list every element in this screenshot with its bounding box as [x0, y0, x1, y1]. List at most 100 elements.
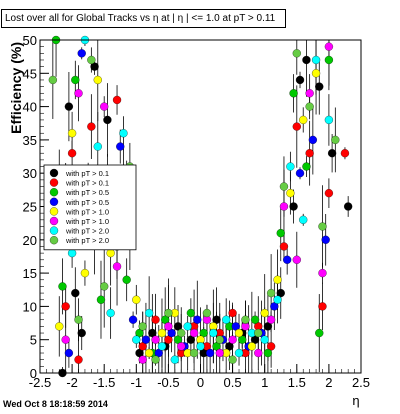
data-point: [260, 308, 269, 318]
data-point: [247, 342, 257, 351]
data-point: [164, 335, 173, 344]
data-point: [106, 308, 115, 318]
data-point: [276, 228, 285, 238]
data-point: [266, 342, 276, 351]
legend-marker: [49, 236, 59, 245]
data-point: [270, 302, 279, 311]
legend-marker: [49, 188, 59, 197]
data-point: [289, 89, 298, 98]
data-point: [228, 355, 237, 364]
data-point: [112, 262, 122, 271]
data-point: [305, 102, 314, 111]
data-point: [250, 335, 260, 344]
legend-label: with pT > 2.0: [65, 236, 109, 245]
legend-marker: [49, 168, 59, 178]
x-tick-label: 1: [261, 375, 268, 390]
y-tick-label: 15: [23, 266, 37, 281]
data-point: [148, 328, 157, 338]
data-point: [100, 282, 109, 291]
data-point: [318, 268, 327, 278]
data-point: [167, 328, 176, 338]
data-point: [189, 328, 199, 338]
data-point: [80, 268, 90, 278]
x-tick-label: -1: [131, 375, 143, 390]
legend-box: [43, 164, 137, 251]
data-point: [71, 288, 80, 298]
y-tick-label: 0: [30, 366, 37, 381]
data-point: [141, 335, 151, 344]
data-point: [183, 322, 192, 331]
data-point: [74, 315, 83, 324]
data-point: [135, 328, 144, 338]
data-point: [234, 328, 244, 338]
data-point: [327, 149, 337, 158]
data-point: [308, 135, 318, 145]
data-point: [173, 335, 183, 344]
data-point: [58, 282, 67, 291]
legend-label: with pT > 2.0: [65, 227, 109, 236]
data-point: [324, 189, 334, 198]
data-point: [225, 342, 234, 351]
data-point: [292, 122, 301, 131]
data-point: [173, 322, 183, 331]
data-point: [71, 75, 80, 85]
data-point: [132, 335, 141, 344]
data-point: [318, 222, 327, 231]
data-point: [128, 315, 138, 324]
data-point: [286, 162, 295, 171]
data-point: [315, 328, 324, 338]
data-point: [186, 308, 196, 318]
x-axis-label: η: [352, 393, 359, 408]
legend-label: with pT > 0.5: [65, 188, 109, 197]
data-point: [122, 275, 131, 284]
data-point: [318, 302, 327, 311]
data-point: [87, 55, 96, 65]
data-point: [279, 242, 289, 251]
data-point: [90, 62, 99, 71]
data-point: [189, 348, 199, 358]
data-point: [279, 202, 289, 211]
data-point: [238, 335, 247, 344]
data-point: [186, 335, 196, 344]
data-point: [273, 275, 282, 284]
data-point: [100, 102, 109, 111]
y-tick-label: 50: [23, 33, 37, 48]
data-point: [112, 95, 122, 105]
data-point: [279, 182, 289, 191]
data-point: [234, 348, 244, 358]
data-point: [132, 295, 141, 304]
data-point: [260, 335, 269, 344]
data-point: [116, 142, 125, 151]
legend-marker: [49, 197, 59, 206]
data-point: [283, 255, 292, 264]
data-point: [193, 315, 202, 324]
data-point: [151, 355, 160, 364]
data-point: [144, 308, 154, 318]
data-point: [228, 335, 237, 344]
legend-label: with pT > 1.0: [65, 217, 109, 226]
y-tick-label: 40: [23, 100, 37, 115]
data-point: [77, 328, 86, 338]
data-point: [135, 348, 144, 358]
data-point: [177, 328, 186, 338]
data-point: [311, 69, 321, 78]
data-point: [266, 315, 276, 324]
x-tick-label: 2: [325, 375, 332, 390]
data-point: [324, 42, 334, 51]
y-tick-label: 30: [23, 166, 37, 181]
x-tick-label: 0.5: [224, 375, 242, 390]
data-point: [289, 202, 298, 211]
data-point: [222, 315, 231, 324]
data-point: [74, 355, 83, 364]
data-point: [299, 215, 308, 224]
data-point: [295, 169, 305, 178]
y-tick-label: 35: [23, 133, 37, 148]
data-point: [138, 322, 147, 331]
data-point: [205, 348, 215, 358]
data-point: [321, 235, 330, 244]
data-point: [161, 315, 170, 324]
data-point: [228, 308, 237, 318]
data-point: [157, 328, 167, 338]
